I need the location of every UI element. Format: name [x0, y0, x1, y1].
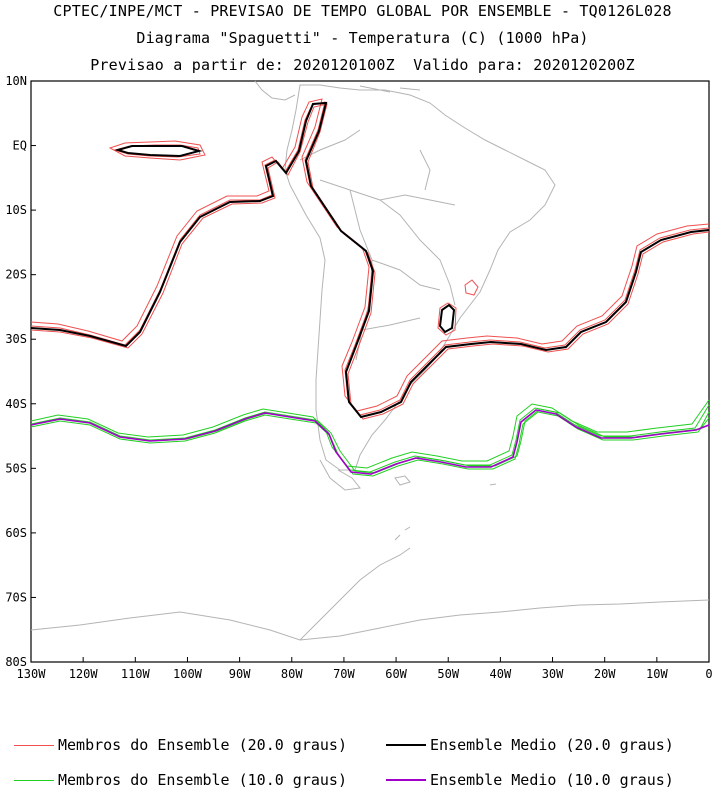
- longitude-labels: 130W 120W 110W 100W 90W 80W 70W 60W 50W 40W 30W 20W…: [17, 667, 713, 681]
- south-shetland: [394, 526, 411, 541]
- lat-label: 10N: [5, 74, 27, 88]
- member-20-alt2: [30, 98, 710, 412]
- member-10-alt1: [30, 411, 710, 477]
- lat-label: 60S: [5, 526, 27, 540]
- tierra-del-fuego: [319, 459, 361, 491]
- mean-20-main: [30, 101, 710, 419]
- lon-label: 10W: [646, 667, 668, 681]
- lon-label: 120W: [69, 667, 99, 681]
- country-borders: [299, 129, 456, 361]
- central-america-coast: [254, 80, 296, 101]
- title-line-2: Diagrama "Spaguetti" - Temperatura (C) (…: [136, 29, 589, 47]
- lon-label: 0: [705, 667, 712, 681]
- caribbean-islands: [359, 85, 421, 93]
- lon-label: 20W: [594, 667, 616, 681]
- lat-label: 40S: [5, 397, 27, 411]
- title-line-1: CPTEC/INPE/MCT - PREVISAO DE TEMPO GLOBA…: [53, 2, 672, 20]
- tick-marks: [30, 80, 710, 663]
- mean-20-line-group: [30, 101, 710, 419]
- lat-label: 30S: [5, 332, 27, 346]
- mean-10-main: [30, 409, 710, 475]
- lon-label: 60W: [385, 667, 407, 681]
- member-20-island-pacific: [108, 140, 206, 161]
- lon-label: 40W: [490, 667, 512, 681]
- member-20-brazil-blob: [464, 279, 479, 296]
- lon-label: 100W: [173, 667, 203, 681]
- falkland-islands: [394, 475, 411, 486]
- legend-swatch-member-10: [14, 779, 54, 781]
- antarctic-peninsula: [299, 547, 411, 641]
- antarctic-coast: [30, 599, 710, 641]
- lat-label: 20S: [5, 268, 27, 282]
- legend-swatch-member-20: [14, 744, 54, 746]
- member-20-uruguay-loop: [437, 302, 457, 336]
- lon-label: 90W: [229, 667, 251, 681]
- legend-mean-10: Ensemble Medio (10.0 graus): [386, 771, 674, 789]
- legend-mean-20: Ensemble Medio (20.0 graus): [386, 736, 674, 754]
- member-20-alt1: [30, 103, 710, 420]
- lon-label: 70W: [333, 667, 355, 681]
- legend-label-member-20: Membros do Ensemble (20.0 graus): [58, 736, 347, 754]
- legend-label-mean-10: Ensemble Medio (10.0 graus): [430, 771, 674, 789]
- legend-swatch-mean-10: [386, 779, 426, 781]
- lat-label: 70S: [5, 590, 27, 604]
- mean-10-line-group: [30, 409, 710, 475]
- lat-label: EQ: [13, 139, 27, 153]
- mean-20-island-pacific: [114, 145, 203, 158]
- coastline-layer: [30, 80, 710, 641]
- lon-label: 80W: [281, 667, 303, 681]
- lat-label: 50S: [5, 461, 27, 475]
- lon-label: 130W: [17, 667, 47, 681]
- mean-20-uruguay-loop: [438, 303, 456, 334]
- lat-label: 80S: [5, 655, 27, 669]
- south-america-coast: [284, 84, 556, 471]
- legend-swatch-mean-20: [386, 744, 426, 746]
- lon-label: 110W: [121, 667, 151, 681]
- member-10-alt2: [30, 399, 710, 469]
- lon-label: 30W: [542, 667, 564, 681]
- legend-label-mean-20: Ensemble Medio (20.0 graus): [430, 736, 674, 754]
- member-10-main: [30, 404, 710, 473]
- legend-label-member-10: Membros do Ensemble (10.0 graus): [58, 771, 347, 789]
- latitude-labels: 10N EQ 10S 20S 30S 40S 50S 60S 70S 80S: [5, 74, 27, 669]
- legend-member-20: Membros do Ensemble (20.0 graus): [14, 736, 347, 754]
- map-frame: [30, 80, 710, 663]
- lat-label: 10S: [5, 203, 27, 217]
- south-georgia: [489, 483, 497, 486]
- lon-label: 50W: [437, 667, 459, 681]
- legend-member-10: Membros do Ensemble (10.0 graus): [14, 771, 347, 789]
- title-line-3: Previsao a partir de: 2020120100Z Valido…: [90, 56, 635, 74]
